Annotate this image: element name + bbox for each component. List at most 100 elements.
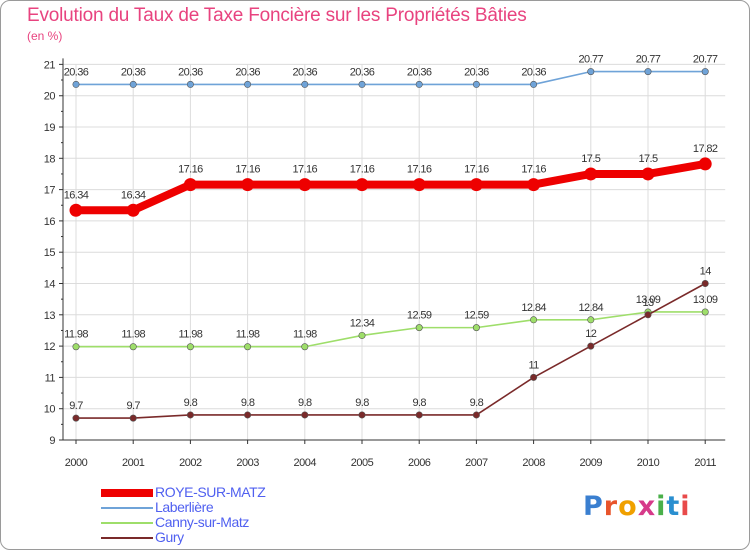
data-point-laberliere [415, 80, 423, 88]
data-label-canny-sur-matz: 11.98 [179, 329, 203, 341]
data-label-laberliere: 20.36 [293, 66, 318, 78]
proxiti-logo: Proxiti [583, 491, 691, 522]
y-tick-label: 18 [44, 153, 56, 165]
data-point-gury [72, 414, 80, 422]
data-point-gury [358, 411, 366, 419]
data-point-canny-sur-matz [72, 343, 80, 351]
data-point-laberliere [530, 80, 538, 88]
data-label-canny-sur-matz: 12.84 [579, 302, 604, 314]
data-point-laberliere [301, 80, 309, 88]
legend-label: Gury [155, 529, 184, 545]
data-label-canny-sur-matz: 11.98 [293, 329, 317, 341]
data-label-roye-sur-matz: 17.16 [235, 164, 260, 176]
legend-swatch [101, 506, 153, 509]
data-label-canny-sur-matz: 11.98 [121, 329, 145, 341]
data-label-roye-sur-matz: 17.5 [581, 153, 600, 165]
data-label-roye-sur-matz: 17.16 [293, 164, 318, 176]
chart-title: Evolution du Taux de Taxe Foncière sur l… [27, 5, 527, 26]
data-point-gury [301, 411, 309, 419]
y-tick-label: 19 [44, 122, 56, 134]
data-label-roye-sur-matz: 17.16 [521, 164, 546, 176]
data-label-gury: 13 [642, 297, 654, 309]
data-label-gury: 9.8 [298, 397, 312, 409]
data-point-laberliere [186, 80, 194, 88]
data-point-laberliere [129, 80, 137, 88]
legend-swatch [101, 488, 153, 497]
chart-legend: ROYE-SUR-MATZ Laberlière Canny-sur-Matz Gur… [101, 484, 266, 545]
data-point-gury [587, 342, 595, 350]
data-label-gury: 9.8 [241, 397, 255, 409]
data-label-laberliere: 20.77 [693, 54, 718, 66]
data-point-roye-sur-matz [355, 178, 369, 192]
y-tick-label: 20 [44, 91, 56, 103]
data-label-laberliere: 20.77 [636, 54, 661, 66]
data-label-gury: 9.8 [412, 397, 426, 409]
x-tick-label: 2000 [65, 457, 88, 469]
data-label-roye-sur-matz: 17.5 [638, 153, 657, 165]
legend-swatch [101, 536, 153, 539]
data-point-canny-sur-matz [415, 324, 423, 332]
data-point-canny-sur-matz [129, 343, 137, 351]
data-point-roye-sur-matz [241, 178, 255, 192]
legend-label: ROYE-SUR-MATZ [155, 484, 266, 500]
data-label-laberliere: 20.36 [121, 66, 146, 78]
logo-letter: i [680, 491, 691, 522]
data-point-roye-sur-matz [69, 203, 83, 217]
data-label-laberliere: 20.36 [350, 66, 375, 78]
data-label-roye-sur-matz: 17.16 [464, 164, 489, 176]
legend-label: Laberlière [155, 499, 214, 515]
legend-item: Laberlière [101, 500, 265, 515]
data-point-gury [530, 373, 538, 381]
data-label-laberliere: 20.36 [235, 66, 260, 78]
data-label-laberliere: 20.77 [579, 54, 604, 66]
data-label-roye-sur-matz: 17.82 [693, 143, 718, 155]
legend-item: ROYE-SUR-MATZ [101, 484, 266, 500]
data-label-laberliere: 20.36 [407, 66, 432, 78]
data-label-canny-sur-matz: 11.98 [64, 329, 88, 341]
logo-letter: t [666, 491, 681, 522]
data-point-canny-sur-matz [301, 343, 309, 351]
data-label-laberliere: 20.36 [464, 66, 489, 78]
data-label-laberliere: 20.36 [64, 66, 89, 78]
data-point-roye-sur-matz [641, 167, 655, 181]
x-tick-label: 2007 [465, 457, 488, 469]
logo-letter: P [583, 491, 604, 522]
y-tick-label: 13 [44, 310, 56, 322]
data-label-laberliere: 20.36 [521, 66, 546, 78]
legend-label: Canny-sur-Matz [155, 514, 249, 530]
data-label-canny-sur-matz: 12.59 [464, 310, 489, 322]
y-tick-label: 17 [44, 185, 56, 197]
data-label-gury: 11 [528, 359, 539, 371]
y-tick-label: 14 [44, 279, 56, 291]
data-point-roye-sur-matz [183, 178, 197, 192]
series-line-laberliere [75, 70, 707, 86]
data-label-roye-sur-matz: 16.34 [64, 189, 89, 201]
x-tick-label: 2011 [694, 457, 716, 469]
x-tick-label: 2009 [580, 457, 603, 469]
y-tick-label: 15 [44, 247, 56, 259]
x-tick-label: 2008 [522, 457, 545, 469]
data-label-canny-sur-matz: 13.09 [693, 294, 718, 306]
unit-label: (en %) [27, 29, 63, 43]
x-tick-label: 2006 [408, 457, 431, 469]
data-point-roye-sur-matz [412, 178, 426, 192]
data-point-roye-sur-matz [698, 157, 712, 171]
logo-letter: x [637, 491, 657, 522]
x-tick-label: 2002 [179, 457, 202, 469]
data-point-gury [186, 411, 194, 419]
data-point-roye-sur-matz [126, 203, 140, 217]
data-point-laberliere [587, 68, 595, 76]
data-point-roye-sur-matz [469, 178, 483, 192]
data-point-canny-sur-matz [530, 316, 538, 324]
data-label-canny-sur-matz: 13.09 [636, 294, 661, 306]
data-label-canny-sur-matz: 12.34 [350, 317, 375, 329]
data-label-laberliere: 20.36 [178, 66, 203, 78]
data-point-gury [415, 411, 423, 419]
data-label-roye-sur-matz: 17.16 [178, 164, 203, 176]
data-point-laberliere [72, 80, 80, 88]
data-point-canny-sur-matz [587, 316, 595, 324]
data-label-canny-sur-matz: 11.98 [236, 329, 260, 341]
data-label-gury: 9.7 [69, 400, 83, 412]
